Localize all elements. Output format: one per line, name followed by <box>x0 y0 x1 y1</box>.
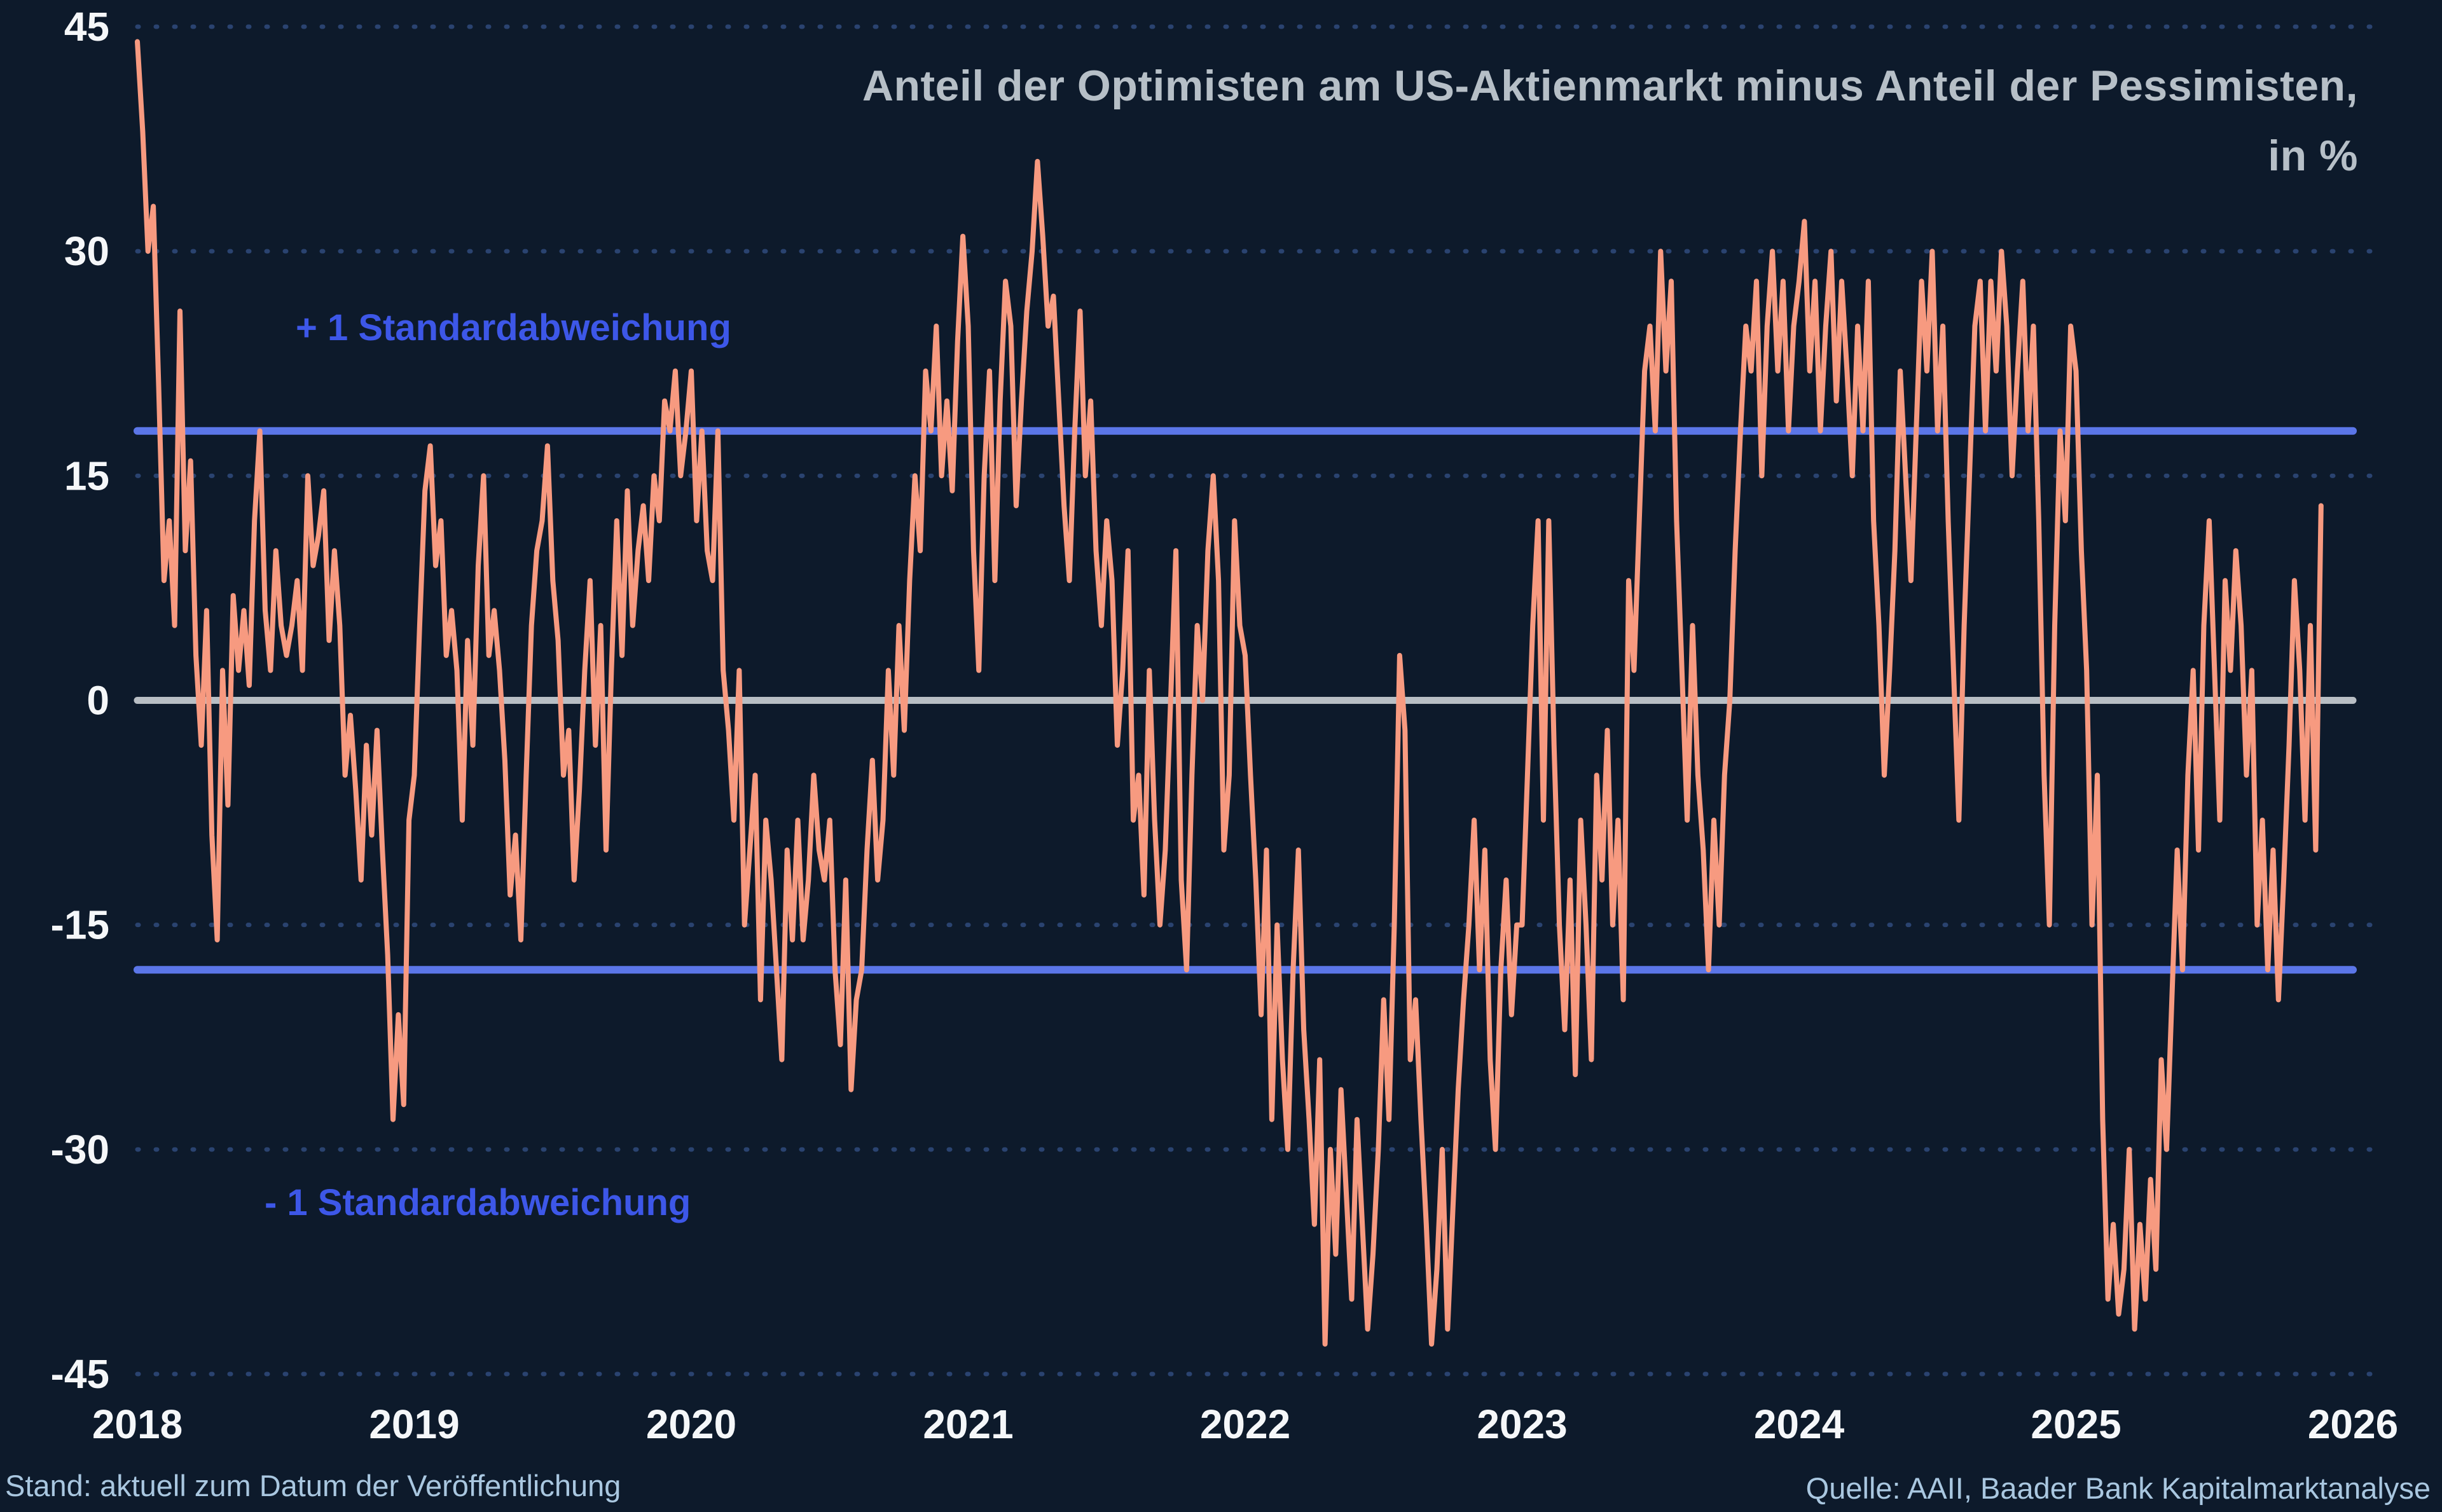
x-tick-label-2026: 2026 <box>2308 1401 2398 1447</box>
bull-bear-spread-series <box>135 39 2324 1347</box>
source-note: Quelle: AAII, Baader Bank Kapitalmarktan… <box>1805 1471 2431 1505</box>
chart-title-line1: Anteil der Optimisten am US-Aktienmarkt … <box>862 62 2358 110</box>
y-axis-tick-labels: 45 30 15 0 -15 -30 -45 <box>51 4 110 1397</box>
y-tick-label-15: 15 <box>64 453 109 498</box>
y-tick-label--15: -15 <box>51 902 110 948</box>
bull-bear-spread-line <box>135 39 2324 1347</box>
y-tick-label-45: 45 <box>64 4 109 50</box>
chart-title-line2: in % <box>2268 132 2358 181</box>
y-tick-label-30: 30 <box>64 228 109 274</box>
x-tick-label-2019: 2019 <box>369 1401 459 1447</box>
status-note: Stand: aktuell zum Datum der Veröffentli… <box>5 1469 621 1502</box>
x-tick-label-2022: 2022 <box>1200 1401 1290 1447</box>
x-axis-tick-labels: 2018 2019 2020 2021 2022 2023 2024 2025 2026 <box>92 1401 2398 1447</box>
x-tick-label-2024: 2024 <box>1754 1401 1845 1447</box>
y-tick-label--45: -45 <box>51 1351 110 1397</box>
y-tick-label-0: 0 <box>86 678 109 724</box>
x-tick-label-2025: 2025 <box>2031 1401 2121 1447</box>
x-tick-label-2023: 2023 <box>1477 1401 1567 1447</box>
minus-one-std-label: - 1 Standardabweichung <box>265 1182 691 1223</box>
plus-one-std-label: + 1 Standardabweichung <box>296 307 731 348</box>
y-tick-label--30: -30 <box>51 1127 110 1172</box>
x-tick-label-2018: 2018 <box>92 1401 183 1447</box>
x-tick-label-2021: 2021 <box>923 1401 1013 1447</box>
chart-title: Anteil der Optimisten am US-Aktienmarkt … <box>862 51 2358 191</box>
x-tick-label-2020: 2020 <box>646 1401 736 1447</box>
